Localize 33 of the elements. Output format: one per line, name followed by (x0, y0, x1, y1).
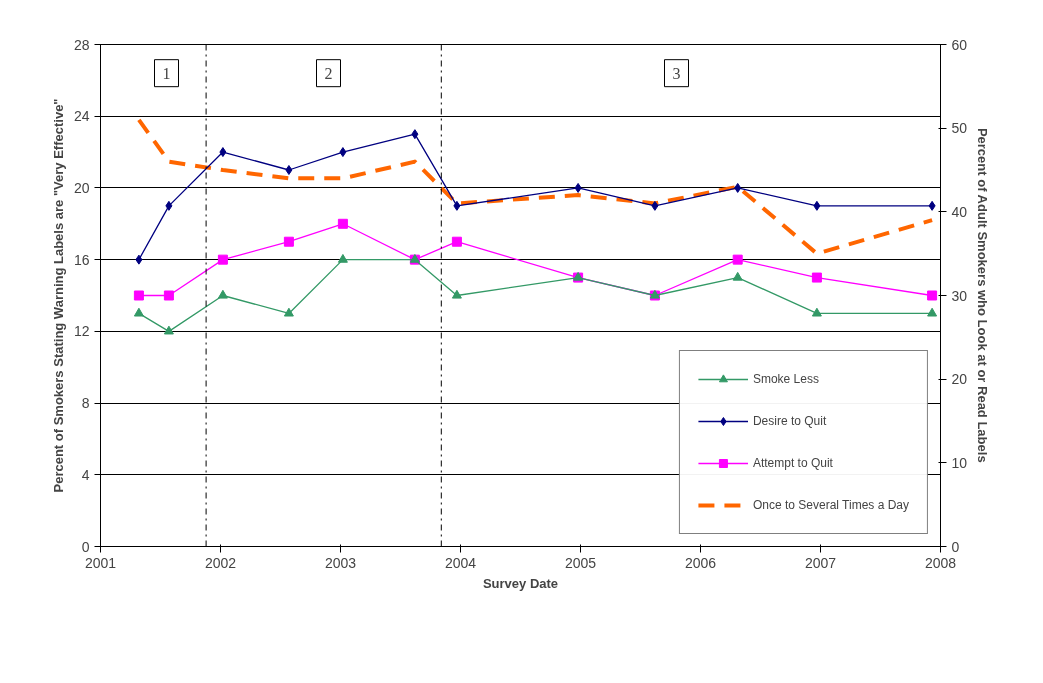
y2-tick-label: 0 (951, 538, 960, 555)
y2-tick-label: 40 (951, 203, 968, 220)
x-tick-label: 2004 (444, 554, 477, 571)
legend-label: Desire to Quit (752, 414, 827, 428)
y-tick-label: 24 (73, 108, 90, 125)
x-tick-label: 2005 (564, 554, 597, 571)
y-tick-label: 12 (73, 323, 90, 340)
x-tick-label: 2006 (684, 554, 717, 571)
y2-tick-label: 50 (951, 120, 968, 137)
y-axis-title: Percent of Smokers Stating Warning Labels are "Very Effective" (50, 98, 66, 493)
y-tick-label: 20 (73, 179, 90, 196)
y-tick-label: 28 (73, 36, 90, 53)
legend-label: Smoke Less (752, 372, 819, 386)
y2-tick-label: 30 (951, 287, 968, 304)
annotation: 1 (162, 64, 171, 82)
legend-label: Attempt to Quit (752, 456, 833, 470)
x-tick-label: 2008 (924, 554, 957, 571)
x-tick-label: 2003 (324, 554, 357, 571)
y-tick-label: 0 (81, 538, 90, 555)
x-tick-label: 2002 (204, 554, 237, 571)
y-tick-label: 16 (73, 251, 90, 268)
x-tick-label: 2007 (804, 554, 837, 571)
y-tick-label: 4 (81, 466, 90, 483)
y2-axis-title: Percent of Adult Smokers who Look at or Read Labels (975, 127, 991, 463)
annotation: 3 (672, 64, 681, 82)
y2-tick-label: 60 (951, 36, 968, 53)
legend-label: Once to Several Times a Day (752, 498, 909, 512)
x-axis-title: Survey Date (482, 575, 559, 591)
x-tick-label: 2001 (84, 554, 117, 571)
y-tick-label: 8 (81, 395, 90, 412)
annotation: 2 (324, 64, 333, 82)
y2-tick-label: 20 (951, 371, 968, 388)
y2-tick-label: 10 (951, 454, 968, 471)
